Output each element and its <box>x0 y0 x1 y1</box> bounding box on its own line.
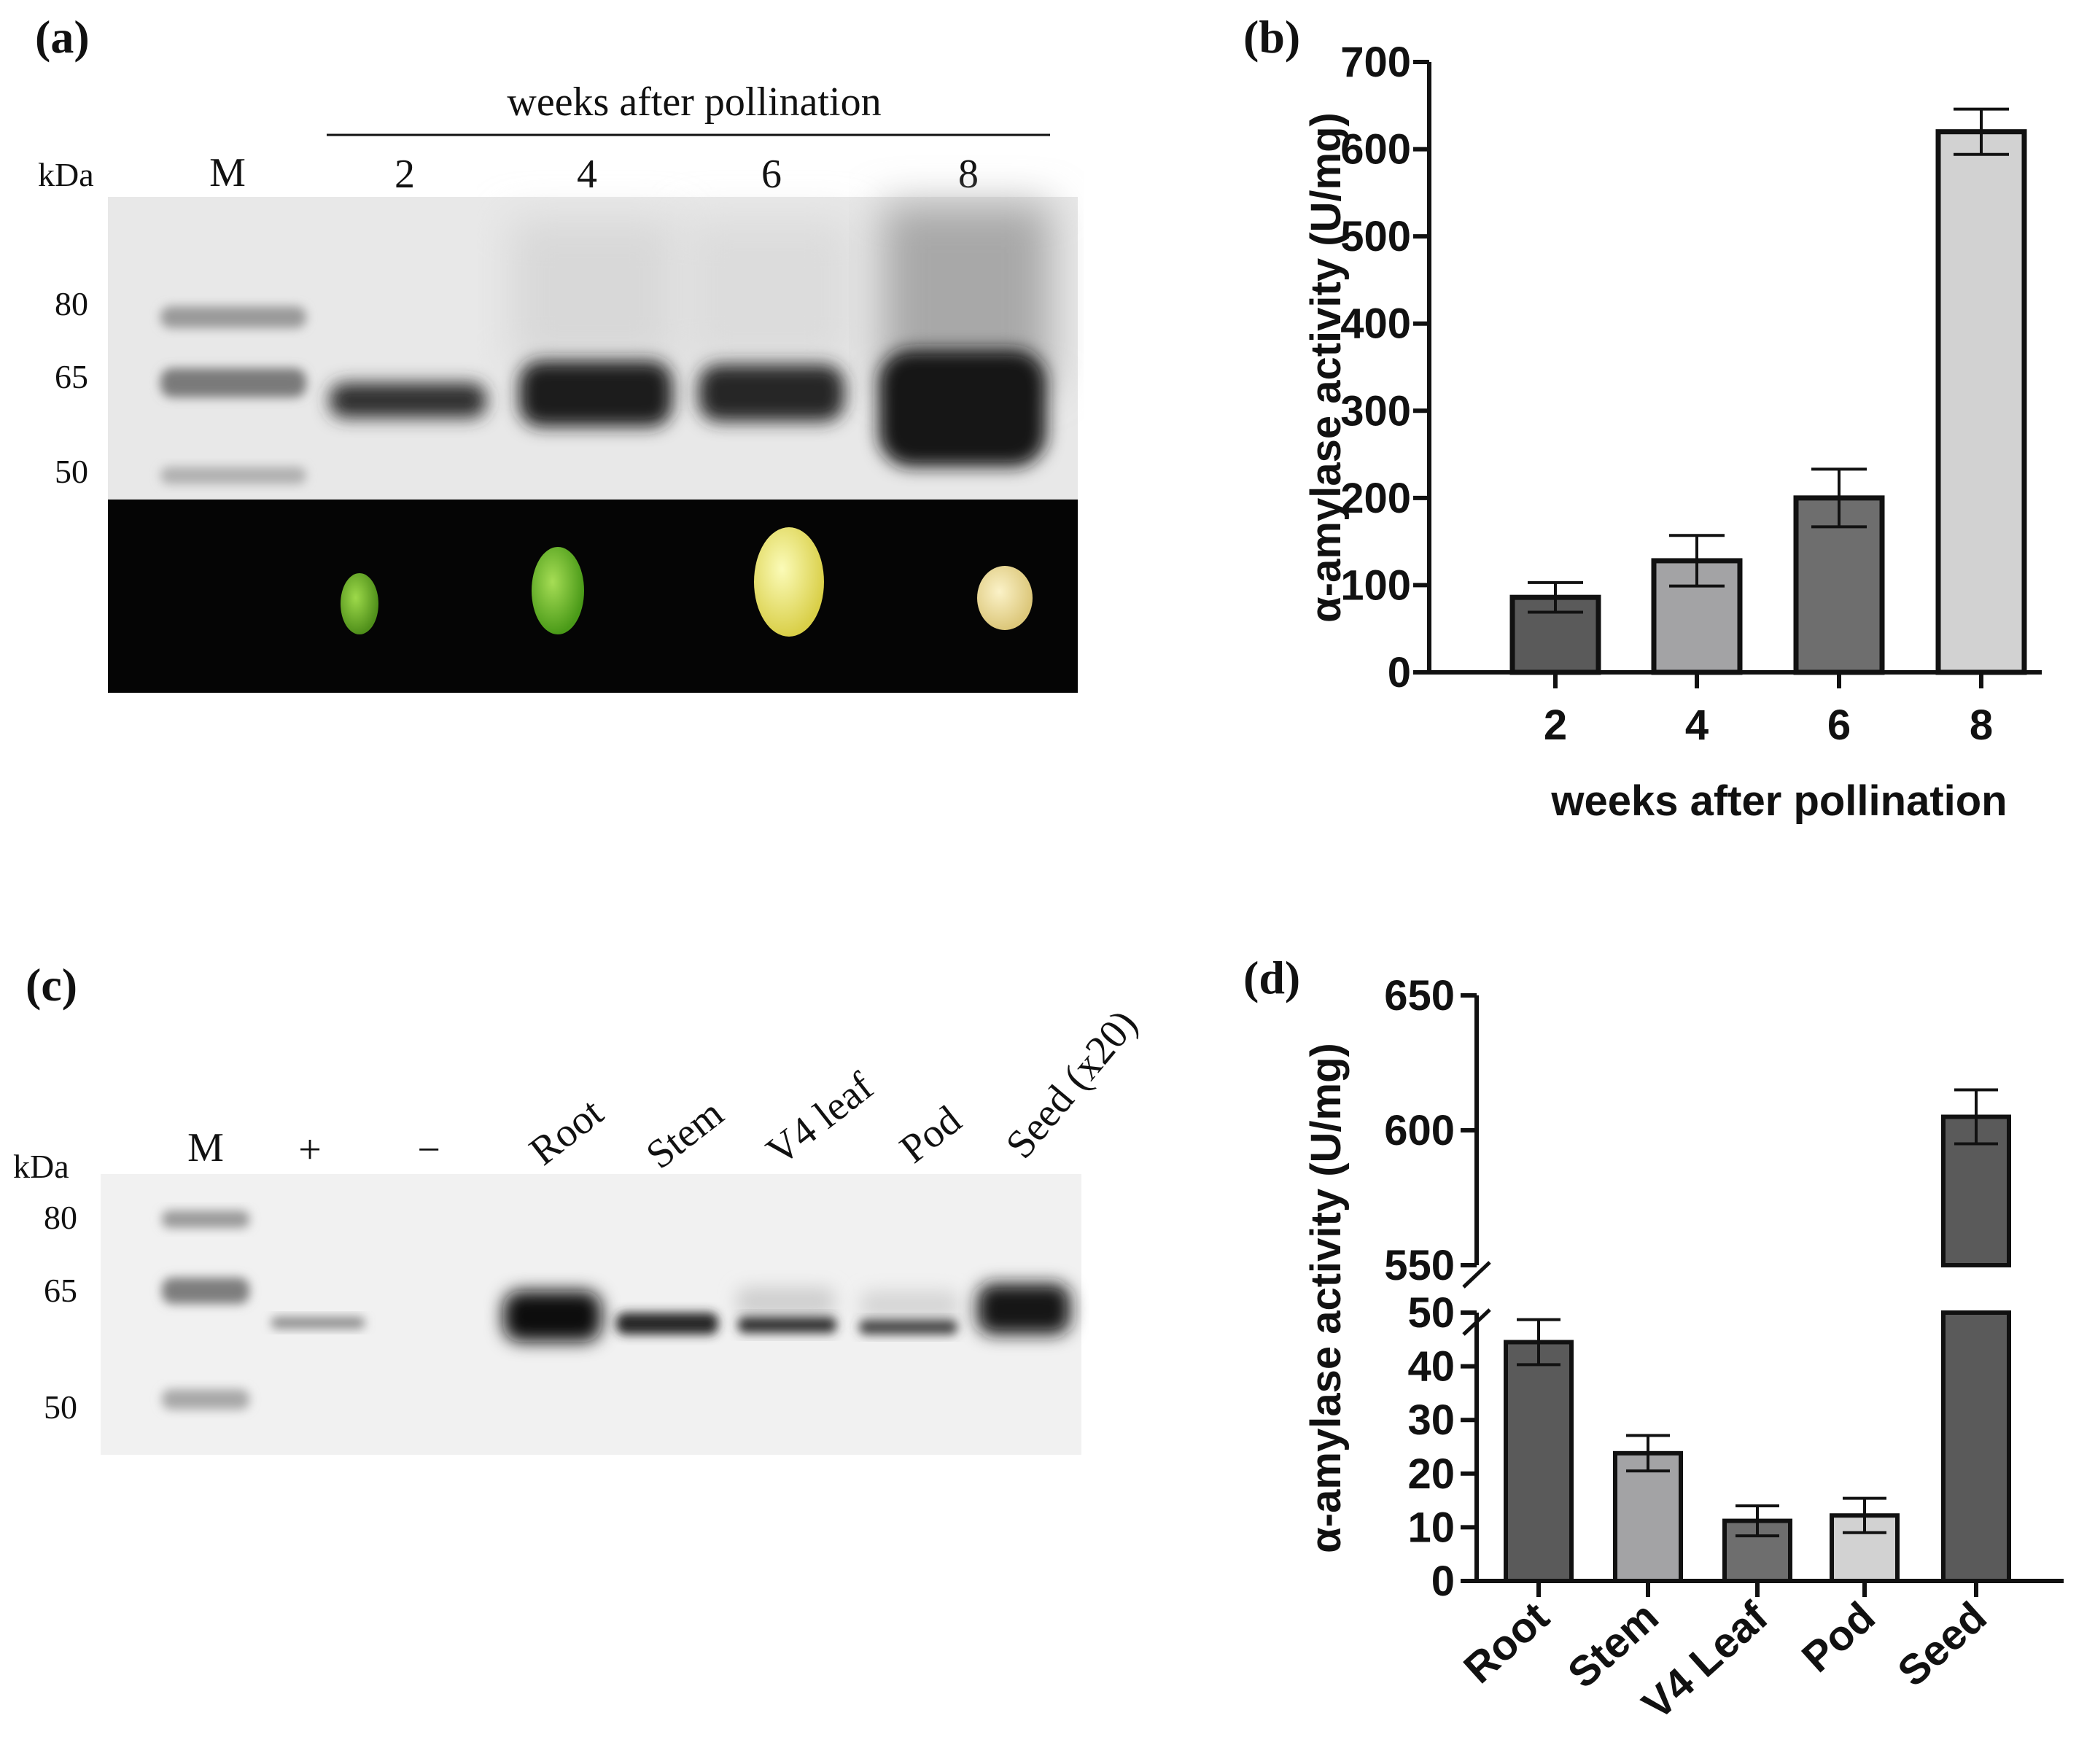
c-band-pod <box>859 1320 957 1334</box>
panel-d-label: (d) <box>1243 952 1300 1003</box>
chart-b-bar <box>1935 129 2027 675</box>
chart-d-axis-break-mark <box>1462 1261 1491 1289</box>
panel-c-lane-stem: Stem <box>638 1091 732 1178</box>
panel-a-mw-80: 80 <box>55 285 88 322</box>
chart-d-bar <box>1504 1340 1574 1583</box>
panel-c-blot <box>101 1174 1081 1455</box>
chart-b-x-axis-title: weeks after pollination <box>1550 777 2007 825</box>
panel-a-lane-marker: M <box>209 150 246 195</box>
marker-band-50 <box>160 467 306 484</box>
panel-c-lane-v4-leaf: V4 leaf <box>758 1064 882 1174</box>
chart-d-y-tick-label: 0 <box>1431 1558 1455 1605</box>
c-band-stem <box>616 1313 718 1334</box>
panel-c: (c) M + − Root Stem V4 leaf Pod Seed (x2… <box>13 959 1146 1455</box>
chart-b: 0 100 200 300 400 500 600 700 2 4 6 8 weeks after po… <box>1302 39 2042 825</box>
chart-d-y-tick-label: 550 <box>1384 1242 1455 1289</box>
chart-d-x-tick-label: Pod <box>1793 1593 1884 1682</box>
c-marker-band-80 <box>162 1211 249 1228</box>
panel-a-blot <box>108 197 1078 500</box>
band-week-2 <box>330 383 486 418</box>
chart-d-y-tick-label: 40 <box>1407 1343 1455 1391</box>
panel-a-lane-2: 2 <box>394 152 415 197</box>
seed-week-8 <box>977 566 1033 630</box>
panel-c-lane-marker: M <box>187 1125 224 1170</box>
panel-c-mw-80: 80 <box>44 1199 77 1236</box>
seed-week-2 <box>341 573 378 634</box>
marker-band-65 <box>160 368 306 397</box>
c-band-positive <box>271 1317 365 1329</box>
chart-d-bar-lower-segment <box>1941 1310 2011 1583</box>
chart-b-y-tick-label: 500 <box>1340 213 1411 260</box>
panel-b: (b) 0 100 200 300 400 500 600 700 2 4 6 8 weeks afte… <box>1243 11 2042 825</box>
chart-b-y-tick-label: 100 <box>1340 562 1411 609</box>
panel-a-kda-label: kDa <box>38 156 94 193</box>
band-week-8 <box>879 350 1046 467</box>
chart-b-x-tick-label: 6 <box>1827 702 1851 749</box>
chart-b-y-axis-title: α-amylase activity (U/mg) <box>1302 112 1350 623</box>
band-week-4 <box>519 361 672 427</box>
chart-b-y-tick-label: 400 <box>1340 300 1411 348</box>
panel-c-lane-negative: − <box>417 1127 440 1173</box>
panel-b-label: (b) <box>1243 11 1300 63</box>
chart-d-y-tick-label: 30 <box>1407 1396 1455 1444</box>
panel-c-kda-label: kDa <box>13 1148 69 1185</box>
chart-b-x-tick-label: 2 <box>1544 702 1567 749</box>
chart-b-y-tick-label: 0 <box>1388 649 1411 696</box>
c-band-root <box>503 1291 602 1342</box>
panel-c-mw-50: 50 <box>44 1388 77 1426</box>
band-week-6 <box>699 365 844 421</box>
chart-b-x-tick-label: 8 <box>1970 702 1993 749</box>
seed-week-4 <box>532 547 584 634</box>
panel-a-label: (a) <box>35 11 90 63</box>
chart-b-y-tick-label: 200 <box>1340 475 1411 522</box>
chart-b-x-tick-label: 4 <box>1685 702 1709 749</box>
chart-d-x-tick-label: V4 Leaf <box>1633 1593 1777 1729</box>
c-marker-band-50 <box>162 1389 249 1410</box>
chart-d-x-tick-label: Seed <box>1889 1593 1996 1695</box>
chart-b-y-tick-label: 600 <box>1340 126 1411 174</box>
marker-band-80 <box>160 306 306 328</box>
panel-a-mw-65: 65 <box>55 358 88 395</box>
chart-d-y-tick-label: 10 <box>1407 1504 1455 1551</box>
chart-d-y-tick-label: 20 <box>1407 1450 1455 1498</box>
chart-d-x-tick-label: Root <box>1455 1593 1558 1693</box>
chart-d-y-tick-label: 50 <box>1407 1289 1455 1337</box>
panel-a-header: weeks after pollination <box>507 79 881 125</box>
seed-week-6 <box>754 527 824 637</box>
panel-a-mw-50: 50 <box>55 453 88 490</box>
panel-a-lane-8: 8 <box>958 152 979 197</box>
panel-a-seed-photos <box>108 500 1078 693</box>
panel-a-lane-6: 6 <box>761 152 782 197</box>
c-band-v4-leaf <box>738 1317 836 1333</box>
panel-c-lane-seed: Seed (x20) <box>997 1001 1146 1167</box>
chart-d-y-axis-title: α-amylase activity (U/mg) <box>1302 1043 1350 1553</box>
panel-c-lane-positive: + <box>298 1127 322 1173</box>
panel-c-lane-root: Root <box>521 1089 612 1174</box>
chart-d-y-tick-label: 650 <box>1384 972 1455 1019</box>
panel-a-lane-4: 4 <box>577 152 597 197</box>
chart-b-y-tick-label: 300 <box>1340 387 1411 435</box>
c-marker-band-65 <box>162 1278 249 1304</box>
panel-c-mw-65: 65 <box>44 1272 77 1309</box>
panel-a: (a) weeks after pollination kDa M 2 4 6 … <box>35 11 1078 693</box>
chart-d-y-tick-label: 600 <box>1384 1107 1455 1154</box>
chart-d-axis-break-mark <box>1462 1308 1491 1336</box>
panel-c-label: (c) <box>26 959 77 1011</box>
c-band-seed <box>977 1283 1070 1334</box>
chart-b-y-tick-label: 700 <box>1340 39 1411 86</box>
panel-c-lane-pod: Pod <box>892 1097 970 1173</box>
